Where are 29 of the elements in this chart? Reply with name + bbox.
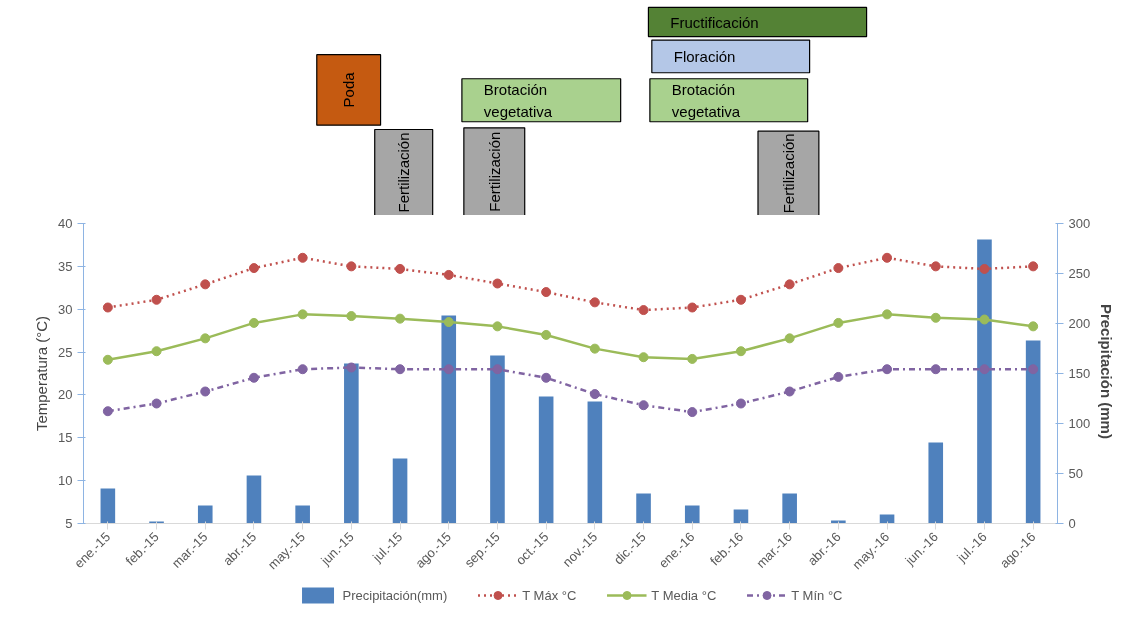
legend-label: T Media °C bbox=[651, 587, 717, 603]
y-tick-label: 20 bbox=[58, 387, 73, 403]
text: Fructificación bbox=[670, 13, 759, 31]
text: Brotación vegetativa bbox=[483, 80, 553, 120]
y2-tick-label: 200 bbox=[1068, 316, 1091, 331]
y2-axis-title: Precipitación (mm) bbox=[1098, 303, 1116, 439]
y-tick-label: 15 bbox=[58, 430, 73, 446]
y-tick-label: 30 bbox=[58, 301, 73, 317]
y2-tick-label: 0 bbox=[1068, 516, 1076, 531]
text: Brotación vegetativa bbox=[671, 80, 741, 120]
y2-tick-label: 50 bbox=[1068, 466, 1083, 481]
y-tick-label: 35 bbox=[58, 258, 73, 274]
text: Floración bbox=[673, 47, 736, 65]
y2-tick-label: 300 bbox=[1068, 216, 1091, 231]
text: Fertilización bbox=[485, 131, 503, 212]
y2-tick-label: 100 bbox=[1068, 416, 1091, 431]
y-tick-label: 25 bbox=[58, 344, 73, 360]
text: Fertilización bbox=[395, 132, 413, 213]
text: Poda bbox=[340, 71, 358, 108]
text: Fertilización bbox=[779, 133, 797, 214]
y2-tick-label: 150 bbox=[1068, 366, 1091, 381]
y2-tick-label: 250 bbox=[1068, 266, 1091, 281]
y-tick-label: 40 bbox=[58, 216, 73, 231]
legend-label: Precipitación(mm) bbox=[342, 587, 448, 603]
legend-label: T Mín °C bbox=[791, 587, 843, 603]
legend-label: T Máx °C bbox=[522, 587, 577, 603]
y-tick-label: 10 bbox=[58, 473, 73, 489]
y-axis-title: Temperatura (°C) bbox=[33, 315, 51, 432]
y-tick-label: 5 bbox=[65, 516, 73, 531]
